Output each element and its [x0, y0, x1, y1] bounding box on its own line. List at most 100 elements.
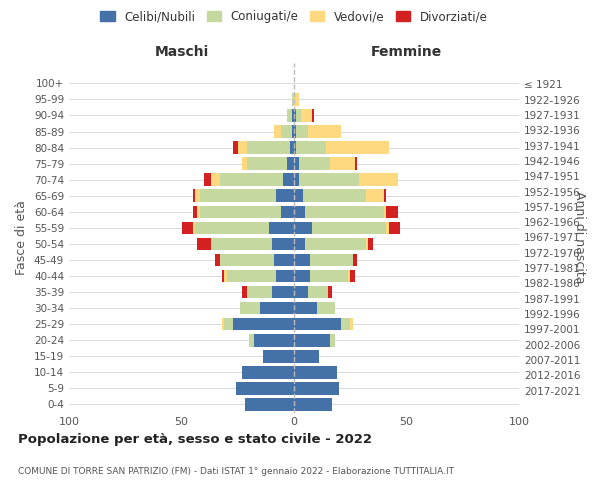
Text: COMUNE DI TORRE SAN PATRIZIO (FM) - Dati ISTAT 1° gennaio 2022 - Elaborazione TU: COMUNE DI TORRE SAN PATRIZIO (FM) - Dati… — [18, 468, 454, 476]
Bar — [224, 270, 227, 282]
Bar — [294, 286, 308, 298]
Bar — [287, 109, 292, 122]
Bar — [292, 109, 294, 122]
Bar — [294, 302, 317, 314]
Bar — [366, 190, 384, 202]
Bar — [242, 366, 294, 378]
Bar — [292, 93, 294, 106]
Bar — [281, 206, 294, 218]
Bar — [182, 222, 193, 234]
Bar — [312, 109, 314, 122]
Bar — [296, 109, 301, 122]
Bar — [294, 158, 299, 170]
Bar — [305, 206, 384, 218]
Bar — [195, 222, 269, 234]
Legend: Celibi/Nubili, Coniugati/e, Vedovi/e, Divorziati/e: Celibi/Nubili, Coniugati/e, Vedovi/e, Di… — [95, 6, 493, 28]
Bar — [281, 126, 292, 138]
Bar — [287, 158, 294, 170]
Bar — [197, 206, 199, 218]
Bar — [294, 142, 296, 154]
Bar — [193, 222, 195, 234]
Bar — [294, 190, 303, 202]
Bar — [294, 222, 312, 234]
Bar — [235, 382, 294, 394]
Bar — [294, 254, 310, 266]
Bar — [294, 93, 299, 106]
Bar — [271, 286, 294, 298]
Bar — [247, 158, 287, 170]
Bar — [245, 398, 294, 410]
Bar — [292, 126, 294, 138]
Bar — [328, 286, 332, 298]
Bar — [294, 398, 332, 410]
Bar — [350, 318, 353, 330]
Bar — [310, 270, 348, 282]
Bar — [222, 270, 224, 282]
Bar — [359, 174, 398, 186]
Bar — [299, 158, 330, 170]
Bar — [290, 142, 294, 154]
Text: Popolazione per età, sesso e stato civile - 2022: Popolazione per età, sesso e stato civil… — [18, 432, 372, 446]
Text: Femmine: Femmine — [371, 46, 442, 60]
Bar — [366, 238, 368, 250]
Bar — [294, 318, 341, 330]
Bar — [384, 206, 386, 218]
Bar — [238, 142, 247, 154]
Bar — [310, 254, 353, 266]
Bar — [242, 286, 247, 298]
Bar — [330, 334, 335, 346]
Bar — [368, 238, 373, 250]
Bar — [224, 318, 233, 330]
Bar — [199, 206, 281, 218]
Bar — [274, 126, 281, 138]
Bar — [240, 302, 260, 314]
Bar — [299, 174, 359, 186]
Bar — [283, 174, 294, 186]
Bar — [242, 158, 247, 170]
Bar — [312, 222, 386, 234]
Bar — [274, 254, 294, 266]
Y-axis label: Anni di nascita: Anni di nascita — [573, 191, 586, 284]
Bar — [276, 270, 294, 282]
Bar — [325, 142, 389, 154]
Bar — [301, 109, 312, 122]
Bar — [341, 318, 350, 330]
Y-axis label: Fasce di età: Fasce di età — [16, 200, 28, 275]
Bar — [276, 190, 294, 202]
Bar — [269, 222, 294, 234]
Bar — [389, 222, 400, 234]
Bar — [294, 334, 330, 346]
Bar — [215, 254, 220, 266]
Bar — [211, 238, 271, 250]
Bar — [294, 174, 299, 186]
Bar — [296, 126, 308, 138]
Bar — [294, 126, 296, 138]
Bar — [386, 222, 389, 234]
Bar — [211, 174, 220, 186]
Text: Maschi: Maschi — [154, 46, 209, 60]
Bar — [233, 142, 238, 154]
Bar — [294, 109, 296, 122]
Bar — [303, 190, 366, 202]
Bar — [353, 254, 357, 266]
Bar — [294, 206, 305, 218]
Bar — [254, 334, 294, 346]
Bar — [317, 302, 335, 314]
Bar — [294, 238, 305, 250]
Bar — [386, 206, 398, 218]
Bar — [308, 286, 328, 298]
Bar — [384, 190, 386, 202]
Bar — [220, 254, 274, 266]
Bar — [296, 142, 325, 154]
Bar — [350, 270, 355, 282]
Bar — [247, 286, 271, 298]
Bar — [308, 126, 341, 138]
Bar — [330, 158, 355, 170]
Bar — [294, 350, 319, 362]
Bar — [305, 238, 366, 250]
Bar — [355, 158, 357, 170]
Bar — [271, 238, 294, 250]
Bar — [222, 318, 224, 330]
Bar — [197, 238, 211, 250]
Bar — [348, 270, 350, 282]
